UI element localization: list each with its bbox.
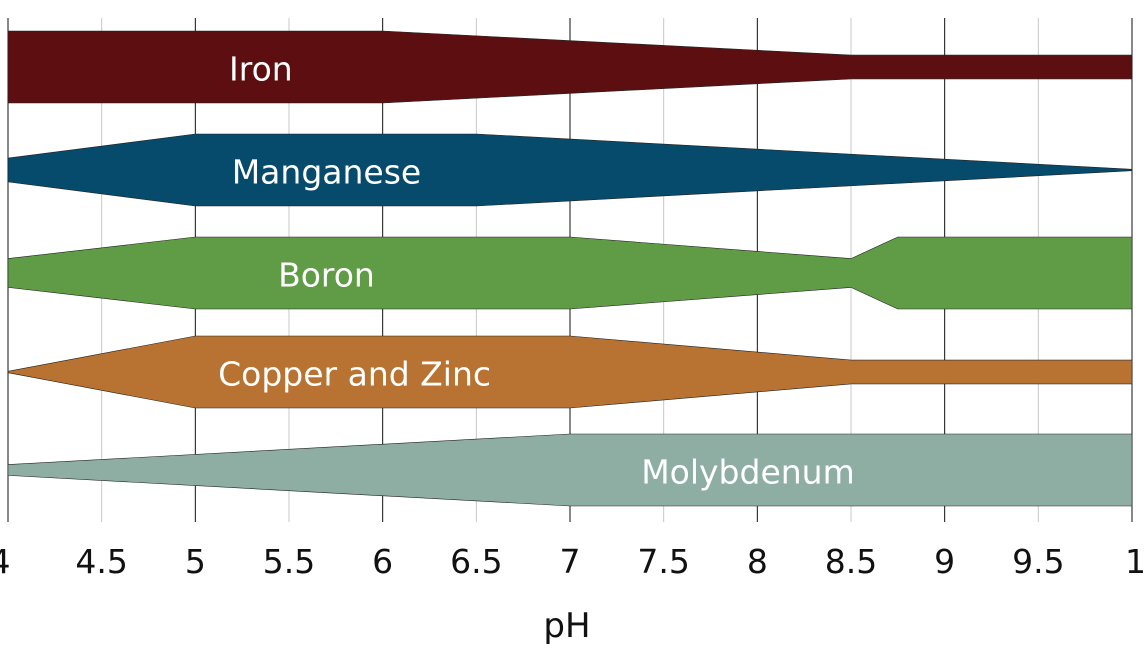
- x-tick-label: 7: [560, 542, 581, 581]
- band-molybdenum: [7, 433, 1133, 507]
- x-tick-label: 7.5: [637, 542, 689, 581]
- band-copper-and-zinc: [7, 335, 1133, 409]
- band-label-molybdenum: Molybdenum: [641, 453, 855, 492]
- x-tick-label: 6: [372, 542, 393, 581]
- x-tick-label: 5.5: [263, 542, 315, 581]
- band-label-layer: Iron Manganese Boron Copper and Zinc Molybde…: [218, 50, 855, 492]
- x-tick-label: 9: [934, 542, 955, 581]
- band-label-iron: Iron: [229, 50, 293, 89]
- band-label-manganese: Manganese: [232, 153, 422, 192]
- band-iron: [7, 30, 1133, 104]
- band-layer: [7, 30, 1133, 507]
- x-tick-label: 5: [185, 542, 206, 581]
- x-tick-label: 9.5: [1012, 542, 1064, 581]
- x-axis-title: pH: [543, 606, 590, 646]
- x-tick-label: 8: [747, 542, 768, 581]
- band-manganese: [7, 133, 1133, 207]
- band-boron: [7, 236, 1133, 310]
- x-tick-layer: 4 4.5 5 5.5 6 6.5 7 7.5 8 8.5 9 9.5 10: [0, 542, 1147, 581]
- x-tick-label: 4.5: [75, 542, 127, 581]
- band-label-boron: Boron: [278, 256, 375, 295]
- x-tick-label: 10: [1125, 542, 1147, 581]
- x-tick-label: 6.5: [450, 542, 502, 581]
- x-tick-label: 4: [0, 542, 11, 581]
- band-label-copper-and-zinc: Copper and Zinc: [218, 355, 491, 394]
- x-tick-label: 8.5: [825, 542, 877, 581]
